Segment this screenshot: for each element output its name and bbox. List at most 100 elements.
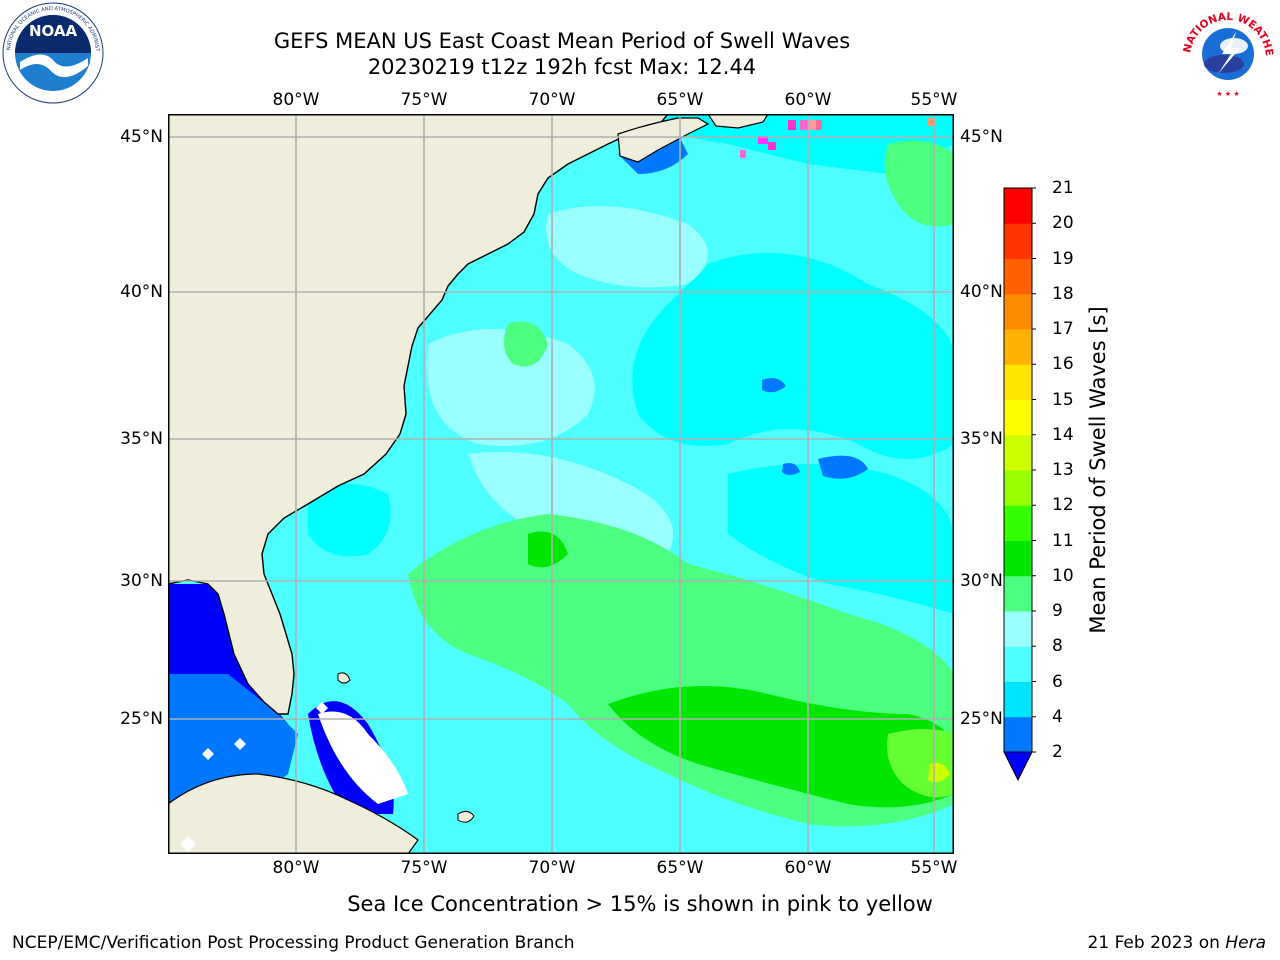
ocean-field-10-11s-patch [528,531,568,568]
lat-label-left-35n: 35°N [120,429,163,449]
lon-label-bottom-75w: 75°W [400,858,448,878]
ocean-cell-2-4s-b [818,455,868,479]
colorbar-segment [1004,540,1032,577]
colorbar-tick-label: 17 [1052,319,1074,339]
nws-logo: NATIONAL WEATHER SERVICE ★ ★ ★ [1174,0,1278,102]
colorbar-tick-label: 15 [1052,389,1074,410]
colorbar-segment [1004,470,1032,506]
lon-label-top-75w: 75°W [400,90,448,110]
colorbar-segment [1004,258,1032,295]
lon-label-bottom-70w: 70°W [528,858,576,878]
map-frame [168,114,954,854]
colorbar-tick-label: 19 [1052,248,1074,269]
land-nova-scotia [617,117,710,163]
sea-ice-cell [928,118,936,126]
generation-date: 21 Feb 2023 on Hera [1088,933,1266,953]
colorbar-tick-label: 21 [1052,178,1074,198]
lon-label-top-80w: 80°W [272,90,320,110]
sea-ice-cell [758,136,768,144]
colorbar-tick-label: 4 [1052,706,1063,727]
noaa-logo: NOAA NATIONAL OCEANIC AND ATMOSPHERIC AD… [0,0,104,104]
colorbar-segment [1004,188,1032,224]
colorbar-extend-arrow [1003,751,1033,782]
colorbar-segment [1004,646,1032,682]
ocean-field-9-10s-ne [884,140,954,227]
lat-label-right-35n: 35°N [960,429,1003,449]
island-masked [316,702,328,714]
colorbar-tick-label: 13 [1052,460,1074,480]
ocean-cell-2-4s-c [782,463,800,475]
sea-ice-cell [740,150,746,158]
sea-ice-cell [808,120,816,130]
sea-ice-cell [788,120,796,130]
lat-label-left-45n: 45°N [120,127,163,147]
ocean-cell-2-4s-a [762,378,786,393]
svg-text:NOAA: NOAA [29,22,78,40]
colorbar [1000,186,1036,786]
sea-ice-note: Sea Ice Concentration > 15% is shown in … [347,892,933,916]
swell-period-map [167,113,954,855]
ocean-field-10-11s [608,686,954,808]
lat-label-right-45n: 45°N [960,127,1003,147]
colorbar-tick-label: 18 [1052,283,1074,304]
graticule [168,114,954,854]
lat-label-right-30n: 30°N [960,571,1003,591]
lon-label-bottom-55w: 55°W [910,858,958,878]
ocean-field-9-10s-patch [504,321,548,367]
machine-name: Hera [1225,933,1266,953]
chart-subtitle: 20230219 t12z 192h fcst Max: 12.44 [367,55,757,79]
colorbar-tick-label: 11 [1052,530,1074,551]
colorbar-segment [1004,434,1032,471]
lat-label-left-25n: 25°N [120,709,163,729]
colorbar-segment [1004,329,1032,365]
lon-label-top-55w: 55°W [910,90,958,110]
colorbar-segment [1004,716,1032,753]
branch-credit: NCEP/EMC/Verification Post Processing Pr… [12,933,575,953]
island [337,672,351,684]
colorbar-tick-label: 2 [1052,742,1063,762]
colorbar-tick-label: 20 [1052,213,1074,234]
lat-label-right-25n: 25°N [960,709,1003,729]
ocean-field-4-6s-coastal [308,484,391,557]
lat-label-left-40n: 40°N [120,282,163,302]
colorbar-segment [1004,681,1032,718]
colorbar-segment [1004,293,1032,330]
island-masked [180,836,196,852]
colorbar-segment [1004,575,1032,612]
lon-label-top-70w: 70°W [528,90,576,110]
colorbar-tick-label: 14 [1052,424,1074,445]
chart-title: GEFS MEAN US East Coast Mean Period of S… [273,29,851,53]
colorbar-tick-label: 9 [1052,601,1063,621]
lat-label-right-40n: 40°N [960,282,1003,302]
colorbar-tick-label: 10 [1052,565,1074,586]
ocean-field-8-9s-b [468,452,673,554]
colorbar-segment [1004,364,1032,400]
island-masked [234,738,246,750]
ocean-field-4-6s-central [632,252,954,459]
land-cuba [167,773,419,855]
colorbar-segment [1004,223,1032,259]
ocean-field-8-9s-c [546,206,708,288]
lon-label-bottom-60w: 60°W [784,858,832,878]
bahamas-banks-masked [318,711,408,804]
colorbar-graphic [1003,187,1036,782]
svg-text:★ ★ ★: ★ ★ ★ [1216,90,1239,98]
sea-ice-cell [800,120,808,130]
lon-label-top-60w: 60°W [784,90,832,110]
colorbar-segment [1004,611,1032,647]
island [457,810,475,823]
colorbar-segment [1004,505,1032,541]
colorbar-tick-label: 8 [1052,636,1063,657]
ocean-field-4-6s-east [728,464,954,614]
gulf-field-2-4s [168,674,298,804]
colorbar-title: Mean Period of Swell Waves [s] [1086,306,1110,634]
sea-ice-cell [816,120,822,130]
island-masked [202,748,214,760]
colorbar-segment [1004,399,1032,436]
colorbar-tick-label: 16 [1052,354,1074,375]
sea-ice-cell [768,142,776,150]
date-text: 21 Feb 2023 on [1087,933,1226,953]
colorbar-tick-label: 12 [1052,495,1074,516]
lon-label-bottom-80w: 80°W [272,858,320,878]
lon-label-top-65w: 65°W [656,90,704,110]
